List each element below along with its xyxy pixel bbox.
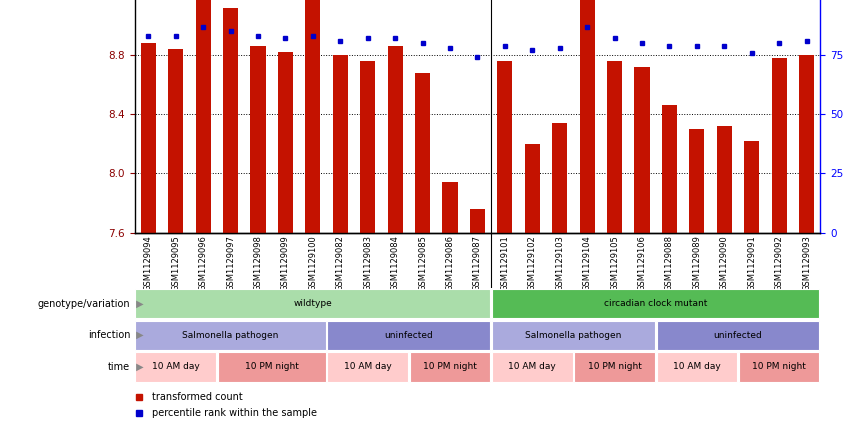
Text: percentile rank within the sample: percentile rank within the sample: [152, 408, 317, 418]
Bar: [492, 352, 573, 382]
Text: infection: infection: [88, 330, 130, 340]
Bar: [662, 105, 677, 233]
Text: GSM1129103: GSM1129103: [556, 235, 564, 291]
Text: GSM1129096: GSM1129096: [199, 235, 207, 291]
Bar: [195, 0, 211, 233]
Bar: [635, 67, 649, 233]
Text: GSM1129094: GSM1129094: [144, 235, 153, 291]
Text: GSM1129084: GSM1129084: [391, 235, 399, 291]
Text: 10 AM day: 10 AM day: [673, 363, 720, 371]
Bar: [135, 289, 490, 318]
Bar: [410, 352, 490, 382]
Text: ▶: ▶: [133, 330, 143, 340]
Text: 10 PM night: 10 PM night: [245, 363, 299, 371]
Text: GSM1129092: GSM1129092: [774, 235, 784, 291]
Text: GSM1129099: GSM1129099: [281, 235, 290, 291]
Text: GSM1129102: GSM1129102: [528, 235, 536, 291]
Text: circadian clock mutant: circadian clock mutant: [604, 299, 707, 308]
Bar: [744, 141, 760, 233]
Bar: [656, 352, 737, 382]
Text: uninfected: uninfected: [713, 331, 762, 340]
Bar: [552, 123, 567, 233]
Text: ▶: ▶: [133, 299, 143, 308]
Bar: [772, 58, 786, 233]
Text: 10 AM day: 10 AM day: [344, 363, 391, 371]
Bar: [306, 0, 320, 233]
Text: Salmonella pathogen: Salmonella pathogen: [182, 331, 279, 340]
Text: GSM1129091: GSM1129091: [747, 235, 756, 291]
Bar: [656, 321, 819, 350]
Text: 10 PM night: 10 PM night: [588, 363, 641, 371]
Bar: [141, 43, 155, 233]
Bar: [332, 55, 348, 233]
Bar: [607, 61, 622, 233]
Text: GSM1129097: GSM1129097: [226, 235, 235, 291]
Bar: [470, 209, 485, 233]
Text: GSM1129101: GSM1129101: [500, 235, 510, 291]
Text: GSM1129085: GSM1129085: [418, 235, 427, 291]
Text: GSM1129082: GSM1129082: [336, 235, 345, 291]
Text: GSM1129093: GSM1129093: [802, 235, 811, 291]
Text: GSM1129083: GSM1129083: [363, 235, 372, 291]
Text: wildtype: wildtype: [293, 299, 332, 308]
Bar: [251, 46, 266, 233]
Bar: [799, 55, 814, 233]
Bar: [492, 321, 654, 350]
Bar: [278, 52, 293, 233]
Bar: [168, 49, 183, 233]
Text: GSM1129106: GSM1129106: [637, 235, 647, 291]
Bar: [492, 289, 819, 318]
Bar: [525, 144, 540, 233]
Text: 10 AM day: 10 AM day: [152, 363, 200, 371]
Text: GSM1129086: GSM1129086: [445, 235, 455, 291]
Text: 10 PM night: 10 PM night: [753, 363, 806, 371]
Text: time: time: [108, 362, 130, 372]
Text: GSM1129088: GSM1129088: [665, 235, 674, 291]
Bar: [135, 352, 216, 382]
Text: GSM1129087: GSM1129087: [473, 235, 482, 291]
Text: GSM1129100: GSM1129100: [308, 235, 318, 291]
Bar: [360, 61, 375, 233]
Bar: [739, 352, 819, 382]
Bar: [580, 0, 595, 233]
Bar: [327, 321, 490, 350]
Bar: [218, 352, 326, 382]
Bar: [388, 46, 403, 233]
Bar: [717, 126, 732, 233]
Text: GSM1129090: GSM1129090: [720, 235, 729, 291]
Bar: [689, 129, 704, 233]
Text: GSM1129104: GSM1129104: [582, 235, 592, 291]
Text: GSM1129098: GSM1129098: [253, 235, 262, 291]
Text: genotype/variation: genotype/variation: [37, 299, 130, 308]
Bar: [135, 321, 326, 350]
Bar: [223, 8, 238, 233]
Text: transformed count: transformed count: [152, 392, 243, 402]
Bar: [415, 73, 430, 233]
Text: GSM1129105: GSM1129105: [610, 235, 619, 291]
Bar: [497, 61, 512, 233]
Text: 10 PM night: 10 PM night: [423, 363, 477, 371]
Text: ▶: ▶: [133, 362, 143, 372]
Bar: [443, 182, 457, 233]
Bar: [327, 352, 408, 382]
Text: 10 AM day: 10 AM day: [509, 363, 556, 371]
Text: GSM1129089: GSM1129089: [693, 235, 701, 291]
Bar: [575, 352, 654, 382]
Text: Salmonella pathogen: Salmonella pathogen: [525, 331, 621, 340]
Text: GSM1129095: GSM1129095: [171, 235, 181, 291]
Text: uninfected: uninfected: [385, 331, 433, 340]
